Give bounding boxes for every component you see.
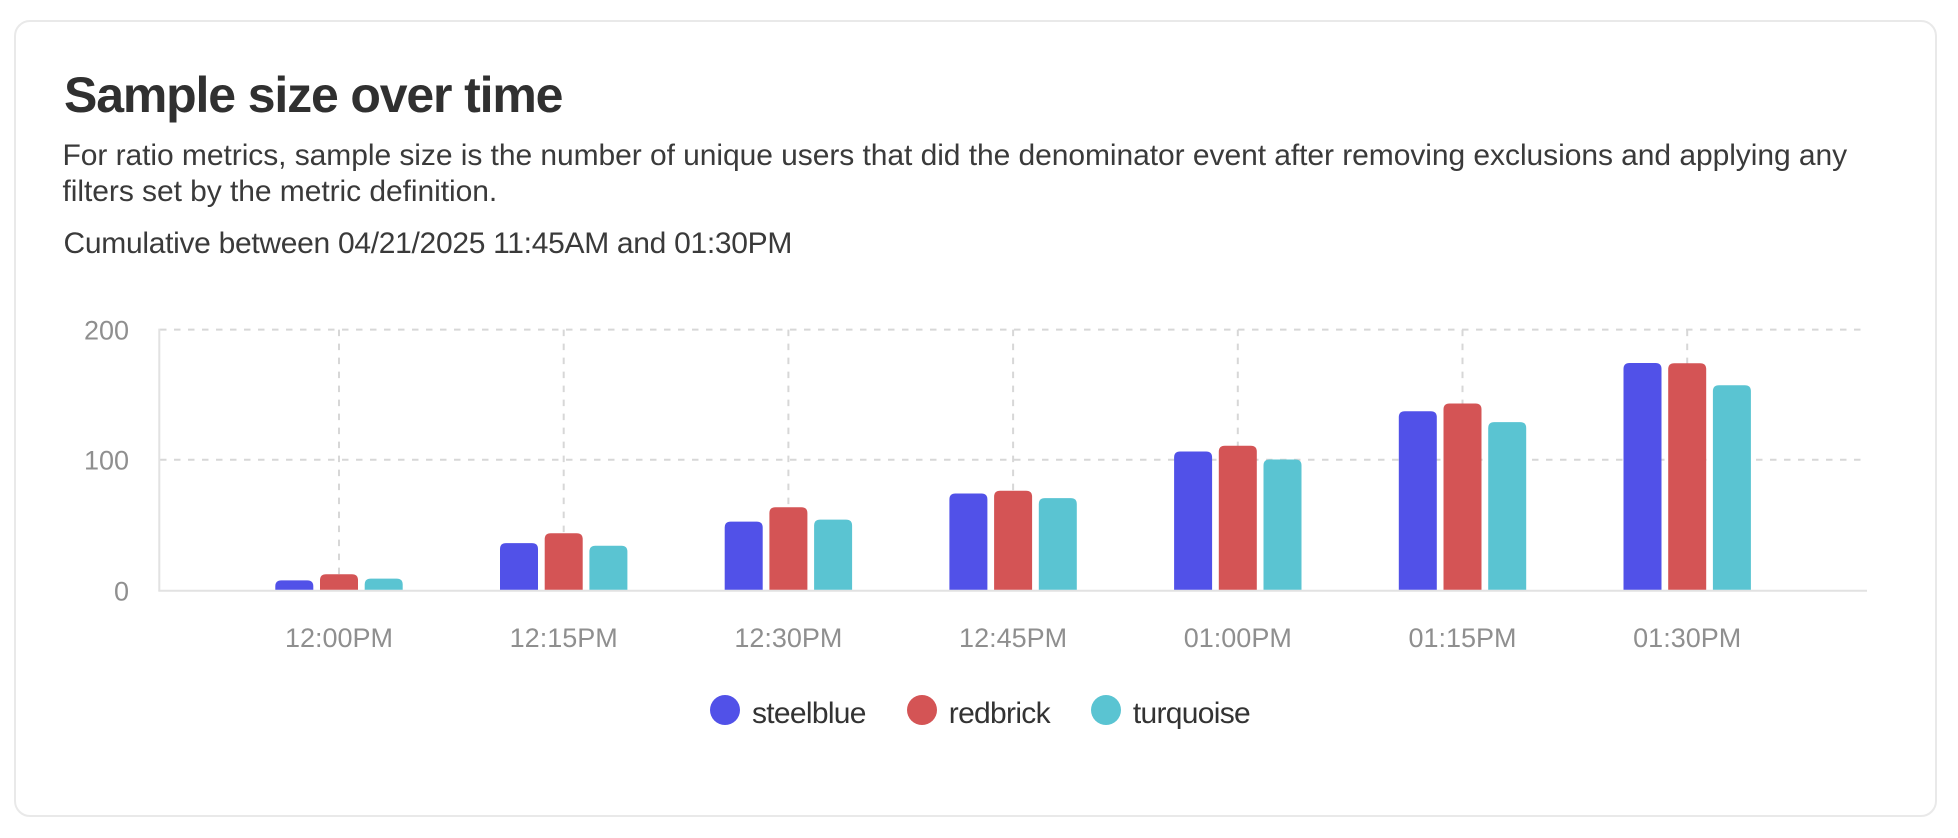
svg-text:12:15PM: 12:15PM [510,623,618,653]
svg-text:12:45PM: 12:45PM [959,623,1067,653]
svg-text:01:00PM: 01:00PM [1184,623,1292,653]
svg-text:01:15PM: 01:15PM [1408,623,1516,653]
svg-text:0: 0 [114,577,129,607]
svg-text:200: 200 [84,316,129,346]
svg-text:100: 100 [84,446,129,476]
svg-text:01:30PM: 01:30PM [1633,623,1741,653]
svg-text:12:00PM: 12:00PM [285,623,393,653]
svg-text:12:30PM: 12:30PM [734,623,842,653]
